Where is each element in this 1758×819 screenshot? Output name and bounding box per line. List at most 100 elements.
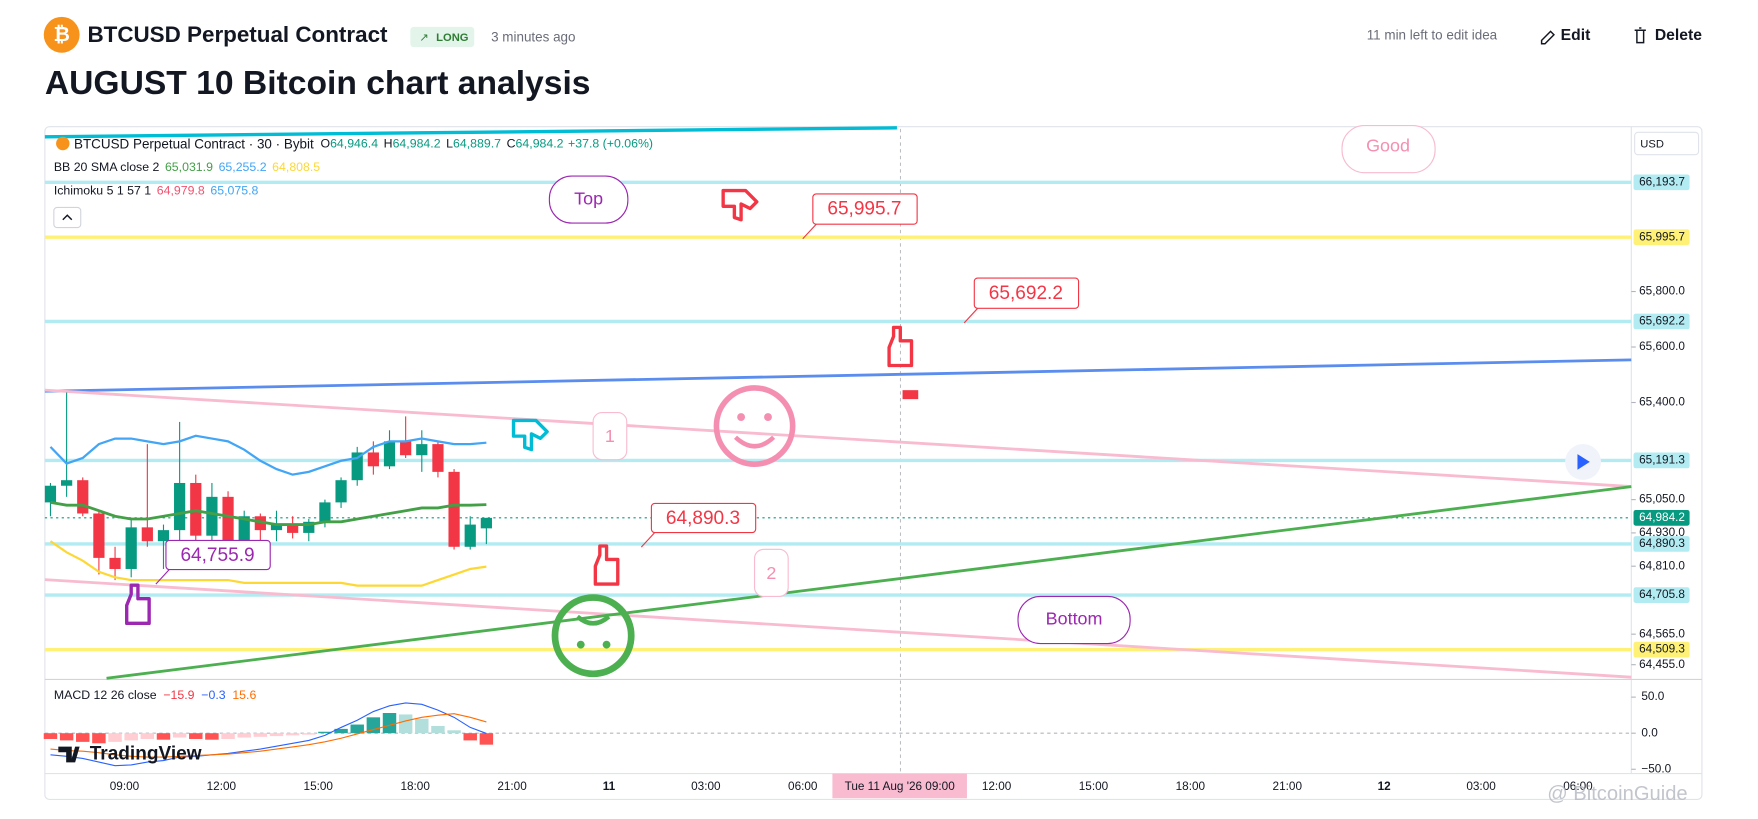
note-bubble [753, 548, 789, 598]
note-bubble [592, 412, 628, 461]
legend-key: O [320, 137, 330, 151]
candle-body [141, 527, 153, 542]
macd-histogram-bar [302, 733, 316, 735]
price-label: 64,984.2 [1639, 511, 1685, 524]
candle-body [319, 502, 331, 522]
candle-body [93, 513, 105, 558]
legend-symbol-row: BTCUSD Perpetual Contract · 30 · Bybit O6… [74, 136, 653, 151]
macd-tick-label: 50.0 [1641, 690, 1664, 703]
drawings [44, 126, 1632, 680]
smiley-mouth [575, 614, 611, 626]
edit-note: 11 min left to edit idea [1367, 27, 1498, 42]
legend-value: 64,984.2 [516, 137, 564, 151]
candle-body [400, 441, 412, 456]
candle-body [367, 452, 379, 467]
time-label: 09:00 [110, 780, 140, 793]
macd-histogram-bar [285, 733, 300, 736]
trend-line [106, 485, 1632, 680]
currency-box[interactable] [1634, 131, 1700, 156]
time-label: 12:00 [207, 780, 237, 793]
notes: Top Good Bottom 1 2 65,995.7 65,692.2 64… [155, 125, 1436, 645]
candle-body [125, 527, 137, 569]
delete-button[interactable]: Delete [1655, 27, 1702, 44]
hand-icon [511, 418, 549, 452]
smiley-eye [602, 640, 611, 649]
macd-value: −15.9 [163, 688, 194, 702]
note-bubble [548, 175, 629, 224]
macd-tick-label: 0.0 [1641, 726, 1658, 739]
candle-body [77, 480, 89, 514]
bitcoin-icon-glyph: ₿ [53, 24, 69, 46]
candle-body [61, 480, 73, 486]
hand-icon [721, 188, 759, 222]
note-text: 1 [605, 426, 615, 446]
macd-histogram-bar [59, 733, 74, 741]
macd-tick-label: −50.0 [1641, 762, 1671, 775]
legend-icon [56, 136, 70, 151]
macd-histogram-bar [334, 728, 348, 734]
time-label: 18:00 [1176, 780, 1206, 793]
legend-key: H [384, 137, 393, 151]
symbol-name[interactable]: BTCUSD Perpetual Contract [87, 22, 388, 47]
price-label: 65,800.0 [1639, 285, 1685, 298]
delete-icon [1634, 27, 1646, 44]
trend-line [44, 358, 1632, 393]
idea-title: AUGUST 10 Bitcoin chart analysis [45, 65, 591, 102]
axes: 66,193.7 65,995.7 65,800.0 65,692.2 65,600.0… [110, 174, 1690, 799]
callout-pointer [155, 569, 170, 585]
time-label: 21:00 [1273, 780, 1303, 793]
macd-histogram-bar [76, 733, 90, 742]
price-label: 65,692.2 [1639, 315, 1685, 328]
legend-key: L [446, 137, 453, 151]
price-label-box [1633, 587, 1690, 603]
time-label: 11 [603, 780, 616, 793]
macd-histogram-bar [172, 733, 187, 738]
candle-body [480, 517, 492, 529]
price-label: 65,191.3 [1639, 454, 1685, 467]
indicator-value: 64,808.5 [272, 160, 320, 174]
macd-histogram-bar [221, 733, 235, 739]
hand-icon [887, 325, 914, 368]
bb-lower [49, 540, 487, 587]
price-label: 64,930.0 [1639, 526, 1685, 539]
scroll-icon [1577, 454, 1590, 470]
indicator-legend: BB 20 SMA close 2 65,031.9 65,255.2 64,808.… [54, 160, 320, 174]
candle-body [174, 482, 186, 531]
flag [902, 390, 919, 400]
macd-histogram-bar [398, 714, 413, 734]
price-label: 64,455.0 [1639, 658, 1685, 671]
smiley-eye [737, 413, 746, 421]
macd-legend: MACD 12 26 close −15.9 −0.3 15.6 [54, 688, 257, 702]
price-label: 65,995.7 [1639, 230, 1685, 243]
macd-value: 15.6 [232, 688, 256, 702]
edit-icon [1540, 30, 1555, 45]
price-label: 65,400.0 [1639, 396, 1685, 409]
indicator-value: 64,979.8 [157, 184, 205, 198]
candle-body [335, 480, 347, 503]
candle-body [206, 496, 218, 536]
legend-change: +37.8 (+0.06%) [568, 137, 653, 151]
candle-body [270, 524, 283, 531]
macd-line [50, 702, 487, 767]
macd-histogram-bar [156, 733, 171, 740]
price-label-box [1633, 641, 1690, 658]
price-callout [973, 277, 1080, 309]
level-lines [44, 180, 1632, 652]
collapse-button[interactable] [53, 206, 82, 229]
legend-value: 64,889.7 [453, 137, 501, 151]
indicator-value: 65,255.2 [219, 160, 267, 174]
price-label-box [1633, 313, 1690, 330]
smiley [551, 594, 635, 678]
smiley-eye [764, 413, 772, 421]
macd-histogram-bar [447, 730, 461, 734]
price-callout-text: 65,995.7 [827, 199, 901, 220]
smiley [713, 385, 796, 467]
price-label-box [1633, 510, 1690, 526]
note-bubble [1341, 125, 1436, 174]
macd-histogram-bar [253, 733, 268, 737]
edit-button[interactable]: Edit [1561, 27, 1591, 44]
callout-pointer [640, 532, 656, 548]
callout-pointer [963, 307, 979, 324]
candle-body [383, 441, 396, 467]
